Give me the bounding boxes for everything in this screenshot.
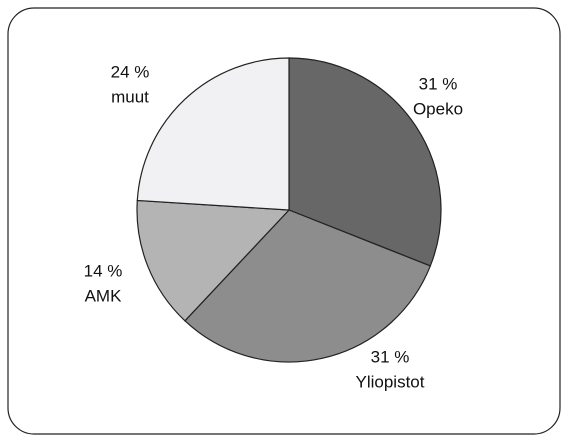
pie-slice <box>136 199 291 322</box>
value-label: 14 % <box>84 261 123 280</box>
value-label: 31 % <box>371 347 410 366</box>
category-label: AMK <box>85 286 123 305</box>
value-label: 24 % <box>111 62 150 81</box>
value-label: 31 % <box>419 74 458 93</box>
category-label: Opeko <box>413 99 463 118</box>
pie-slice <box>184 209 432 363</box>
pie-slice <box>136 57 290 211</box>
category-label: muut <box>111 87 149 106</box>
category-label: Yliopistot <box>356 372 425 391</box>
pie-slice <box>288 57 442 267</box>
